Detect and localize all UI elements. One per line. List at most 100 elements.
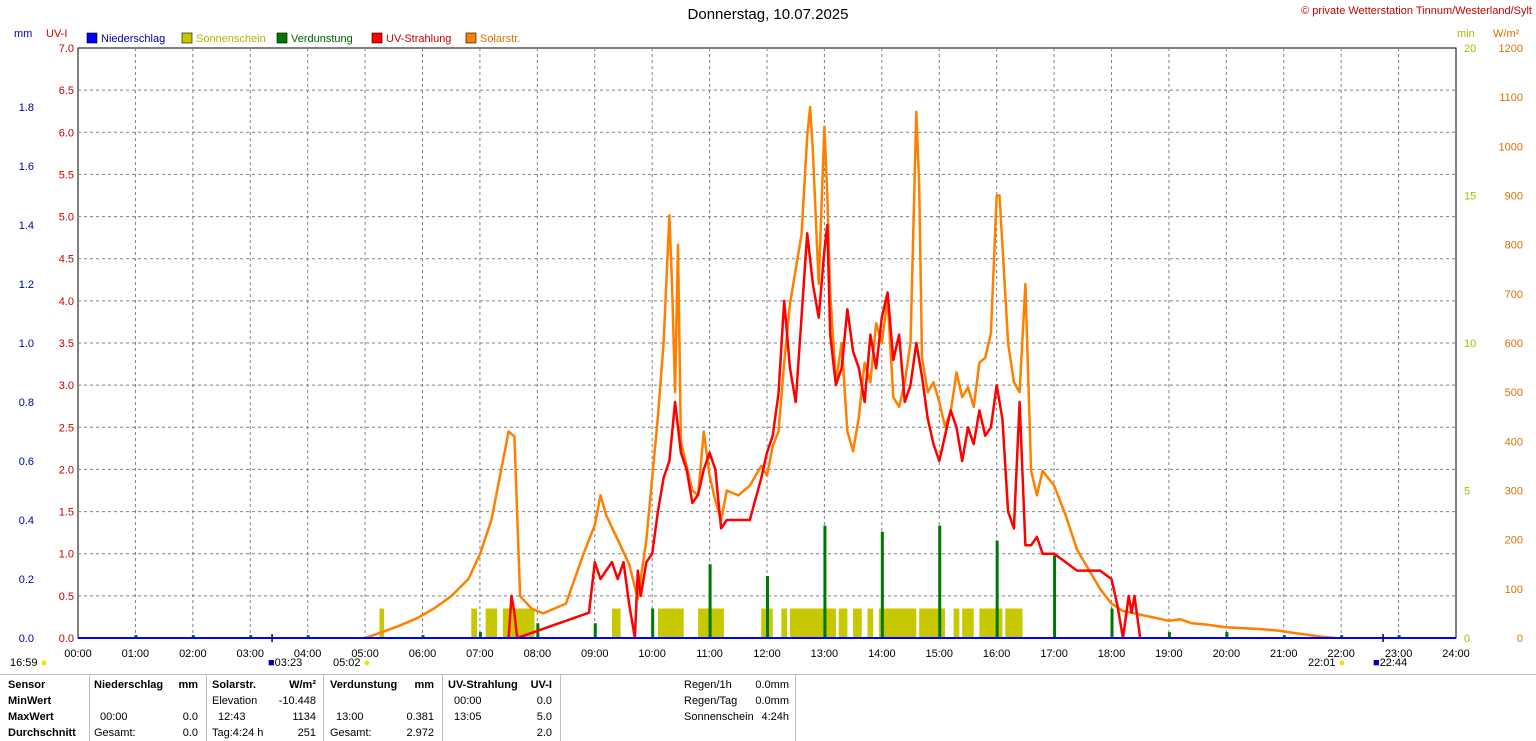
legend-label: Niederschlag — [101, 33, 165, 45]
niederschlag-max-val: 0.0 — [182, 711, 198, 723]
uv-tick-label: 6.0 — [59, 127, 74, 139]
evaporation-bar — [1282, 635, 1286, 638]
wm2-tick-label: 0 — [1517, 633, 1523, 645]
sunshine-bar — [979, 608, 1003, 638]
sunshine-bar — [611, 608, 621, 638]
verdunstung-avg-label: Gesamt: — [330, 727, 372, 739]
evaporation-bar — [1340, 635, 1344, 638]
uv-min-time: 00:00 — [454, 695, 482, 707]
uv-tick-label: 4.5 — [59, 254, 74, 266]
legend-label: Verdunstung — [291, 33, 353, 45]
evaporation-bar — [1167, 632, 1171, 638]
evaporation-bar — [306, 635, 310, 638]
evaporation-bar — [1225, 632, 1229, 638]
legend-swatch — [86, 32, 98, 44]
x-tick-label: 24:00 — [1442, 648, 1470, 660]
evaporation-bar — [1053, 555, 1057, 638]
mm-tick-label: 1.0 — [19, 338, 34, 350]
evaporation-bar — [593, 623, 597, 638]
summary-value: 0.0mm — [755, 679, 789, 691]
min-tick-label: 10 — [1464, 338, 1476, 350]
evaporation-bar — [191, 635, 195, 638]
row-label-min: MinWert — [8, 695, 52, 707]
solar-avg-label: Tag:4:24 h — [212, 727, 264, 739]
wm2-tick-label: 200 — [1505, 535, 1523, 547]
x-tick-label: 13:00 — [811, 648, 839, 660]
marker-solar-start: 05:02 ● — [333, 657, 371, 669]
series-lines — [78, 105, 1456, 640]
wm2-tick-label: 400 — [1505, 436, 1523, 448]
x-tick-label: 01:00 — [122, 648, 150, 660]
min-tick-label: 20 — [1464, 43, 1476, 55]
axes: 00:00 01:00 02:00 03:00 04:00 05:00 06:00 07:00… — [14, 28, 1523, 660]
marker-sunset: 22:01 ● — [1308, 657, 1346, 669]
niederschlag-avg-label: Gesamt: — [94, 727, 136, 739]
x-tick-label: 04:00 — [294, 648, 322, 660]
niederschlag-avg-val: 0.0 — [182, 727, 198, 739]
mm-axis-label: mm — [14, 28, 32, 40]
wm2-tick-label: 800 — [1505, 240, 1523, 252]
legend: Niederschlag Sonnenschein Verdunstung UV-St… — [86, 32, 520, 45]
evaporation-bar — [823, 525, 827, 638]
solar-min-label: Elevation — [212, 695, 258, 707]
evaporation-bar — [880, 531, 884, 638]
uv-max-time: 13:05 — [454, 711, 482, 723]
solar-line — [364, 105, 1336, 640]
min-tick-label: 0 — [1464, 633, 1470, 645]
legend-label: UV-Strahlung — [386, 33, 451, 45]
summary-label: Regen/1h — [684, 679, 732, 691]
evaporation-bar — [766, 576, 769, 638]
uv-max-val: 5.0 — [536, 711, 552, 723]
evaporation-bar — [249, 635, 253, 638]
uv-min-val: 0.0 — [536, 695, 552, 707]
evaporation-bar — [478, 632, 482, 638]
uv-tick-label: 1.0 — [59, 549, 74, 561]
mm-tick-label: 1.4 — [19, 220, 34, 232]
grid — [77, 47, 1457, 639]
sunshine-bar — [485, 608, 498, 638]
mm-tick-label: 0.8 — [19, 397, 34, 409]
solar-avg-val: 251 — [297, 727, 316, 739]
wm2-tick-label: 1200 — [1499, 43, 1523, 55]
x-tick-label: 23:00 — [1385, 648, 1413, 660]
uv-tick-label: 0.5 — [59, 591, 74, 603]
niederschlag-max-time: 00:00 — [100, 711, 128, 723]
sunshine-bar — [781, 608, 788, 638]
evaporation-bars — [134, 525, 1401, 638]
uv-unit: UV-I — [530, 679, 552, 691]
sunshine-bar — [379, 608, 385, 638]
legend-swatch — [276, 32, 288, 44]
min-tick-label: 5 — [1464, 486, 1470, 498]
mm-tick-label: 0.2 — [19, 574, 34, 586]
sunshine-bar — [878, 608, 917, 638]
uv-tick-label: 6.5 — [59, 85, 74, 97]
uv-tick-label: 0.0 — [59, 633, 74, 645]
verdunstung-avg-val: 2.972 — [406, 727, 434, 739]
row-label-sensor: Sensor — [8, 679, 46, 691]
x-tick-label: 22:00 — [1327, 648, 1355, 660]
uv-tick-label: 3.5 — [59, 338, 74, 350]
uv-header: UV-Strahlung — [448, 679, 518, 691]
wm2-tick-label: 1000 — [1499, 141, 1523, 153]
legend-swatch — [371, 32, 383, 44]
copyright: © private Wetterstation Tinnum/Westerlan… — [1301, 5, 1532, 17]
x-tick-label: 00:00 — [64, 648, 92, 660]
legend-label: Solarstr. — [480, 33, 520, 45]
verdunstung-unit: mm — [414, 679, 434, 691]
x-tick-label: 21:00 — [1270, 648, 1298, 660]
evaporation-bar — [1110, 608, 1114, 638]
x-tick-label: 17:00 — [1040, 648, 1068, 660]
wm2-tick-label: 1100 — [1499, 92, 1523, 104]
sunshine-bar — [953, 608, 960, 638]
uv-tick-label: 5.0 — [59, 212, 74, 224]
x-tick-label: 19:00 — [1155, 648, 1183, 660]
solar-min-val: -10.448 — [278, 695, 316, 707]
uv-tick-label: 2.0 — [59, 464, 74, 476]
min-axis-label: min — [1457, 28, 1475, 40]
verdunstung-max-time: 13:00 — [336, 711, 364, 723]
x-tick-label: 03:00 — [236, 648, 264, 660]
x-tick-label: 16:00 — [983, 648, 1011, 660]
uv-line — [507, 223, 1142, 640]
uv-tick-label: 4.0 — [59, 296, 74, 308]
evaporation-bar — [995, 540, 999, 638]
